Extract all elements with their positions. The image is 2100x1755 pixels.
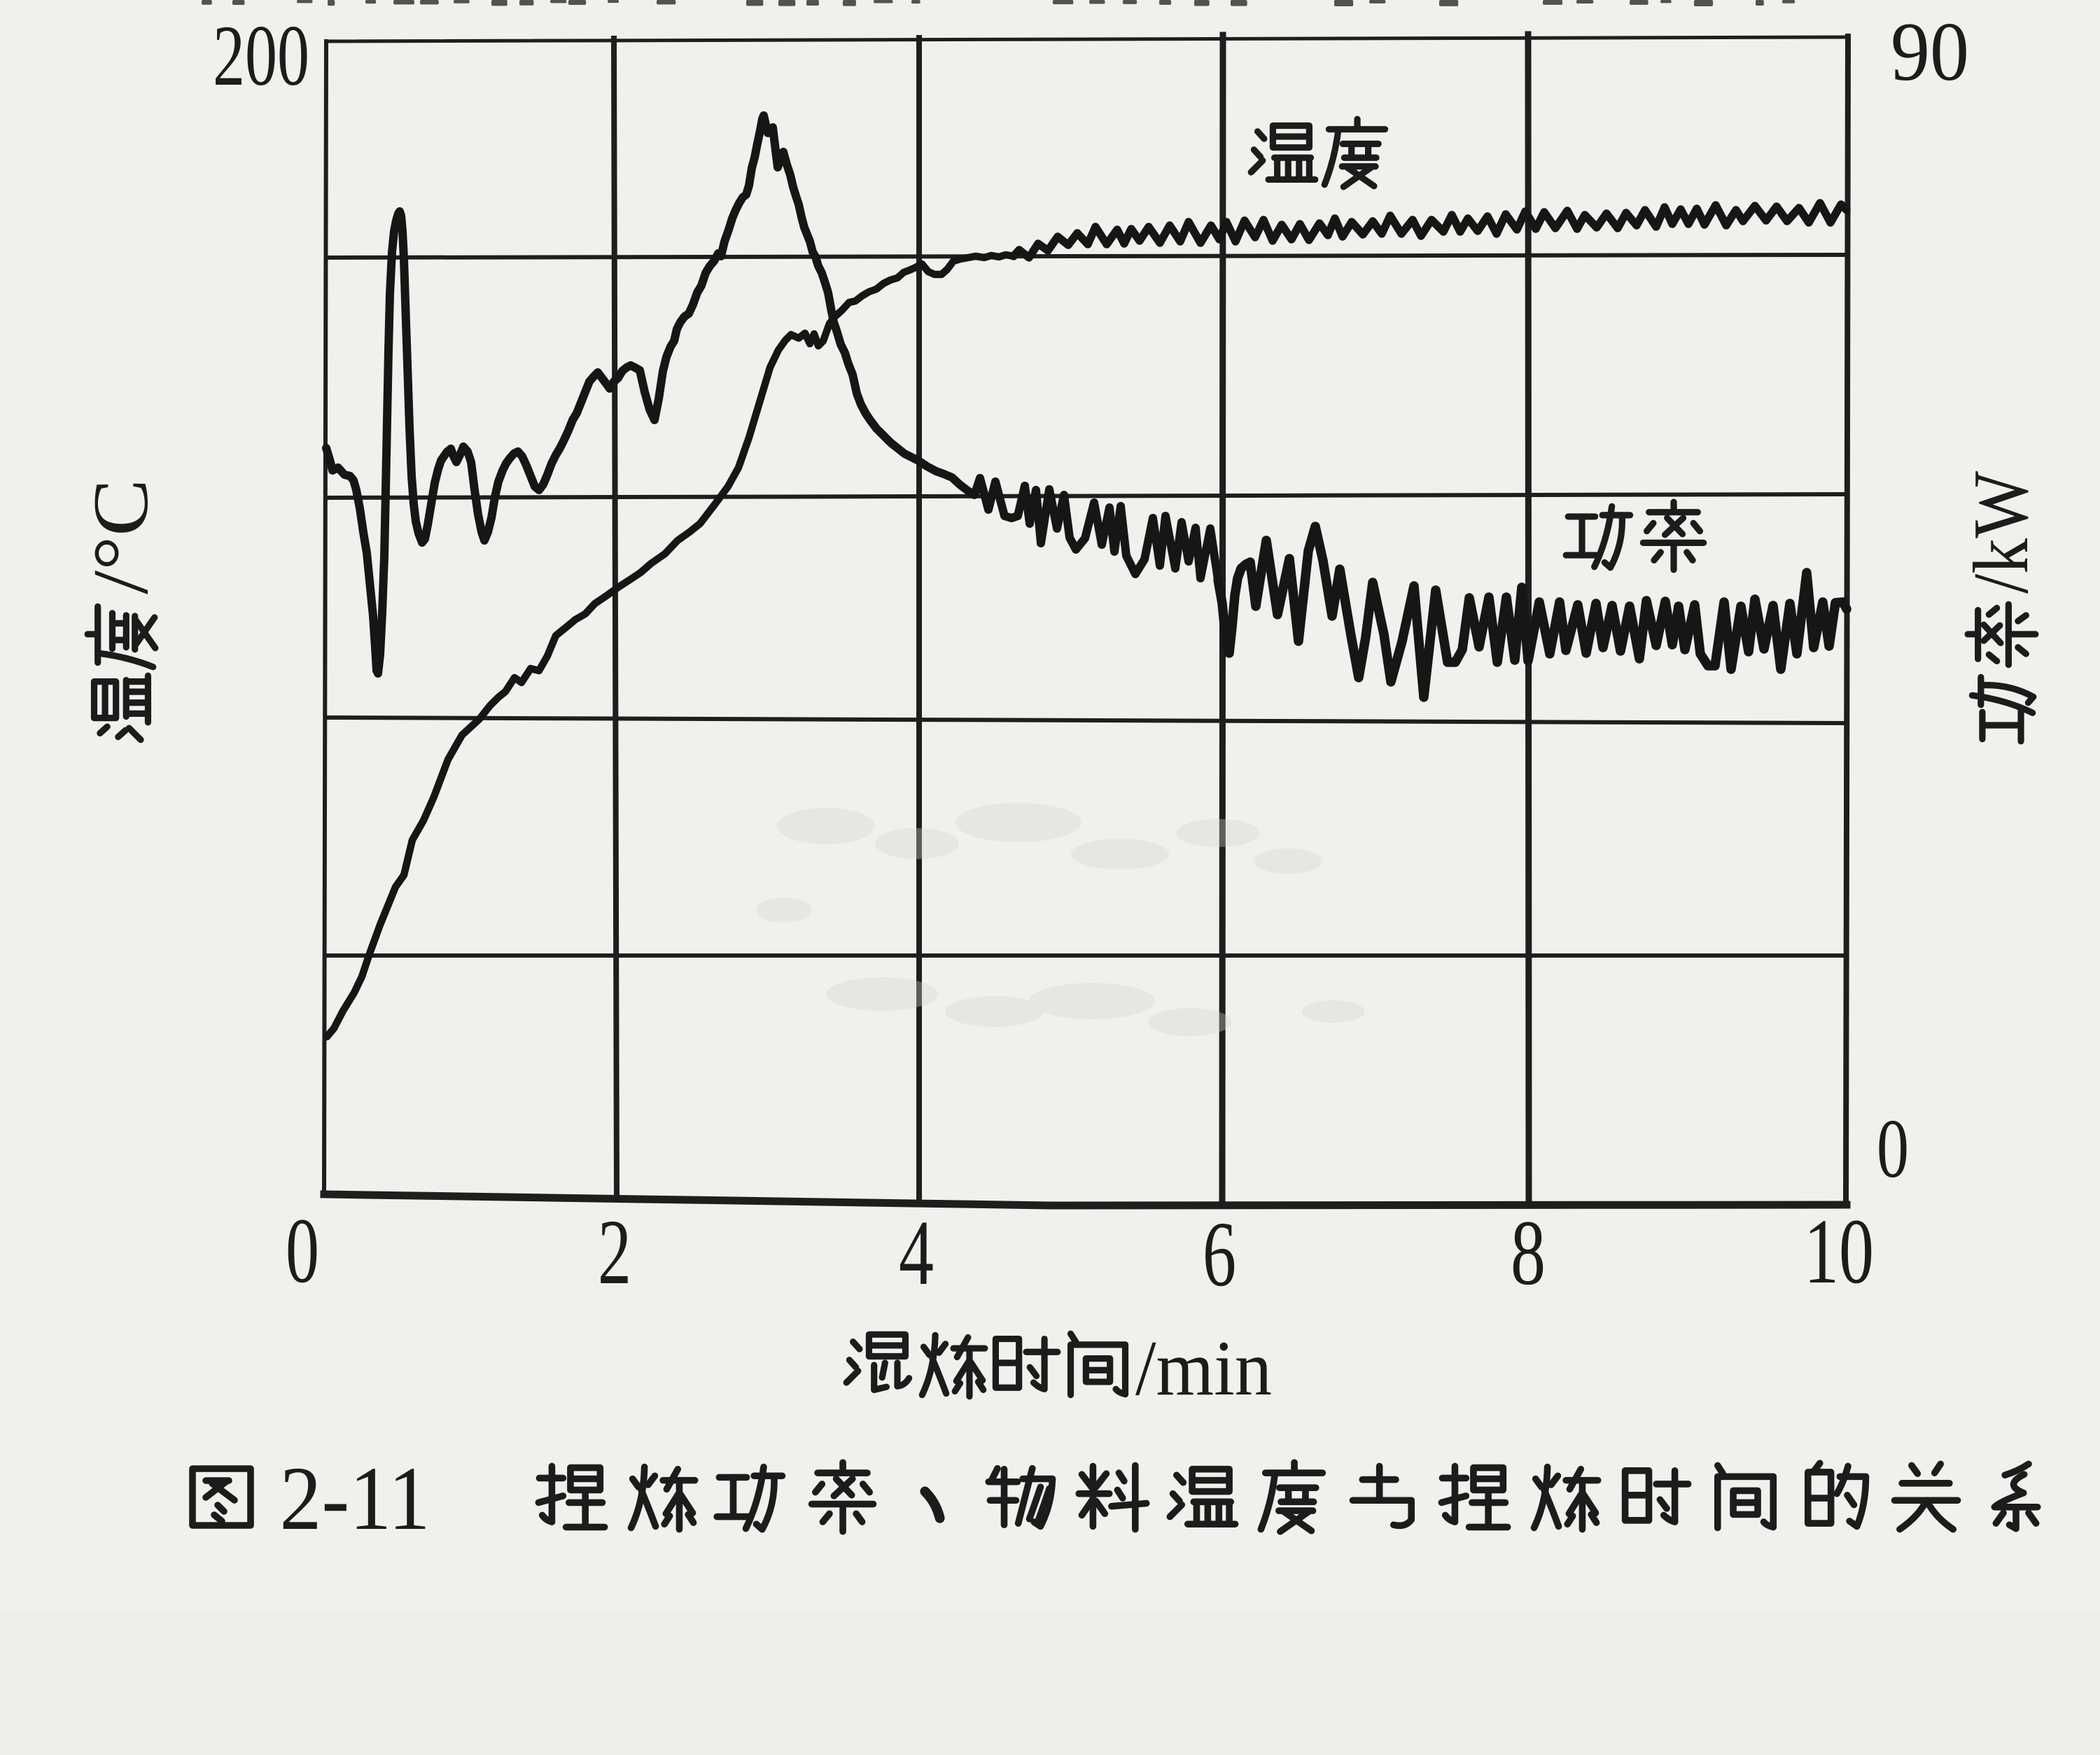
svg-text:10: 10	[1804, 1199, 1874, 1303]
svg-text:90: 90	[1891, 5, 1969, 98]
svg-text:200: 200	[213, 8, 309, 104]
svg-text:0: 0	[286, 1198, 319, 1302]
svg-text:2-11: 2-11	[280, 1448, 430, 1549]
svg-text:/°C: /°C	[78, 479, 164, 594]
svg-text:0: 0	[1877, 1102, 1909, 1195]
svg-text:2: 2	[598, 1200, 631, 1303]
svg-text:8: 8	[1511, 1201, 1546, 1304]
svg-text:/kW: /kW	[1958, 471, 2045, 594]
svg-text:/min: /min	[1135, 1325, 1272, 1412]
svg-text:6: 6	[1203, 1202, 1236, 1306]
svg-text:4: 4	[899, 1201, 934, 1304]
